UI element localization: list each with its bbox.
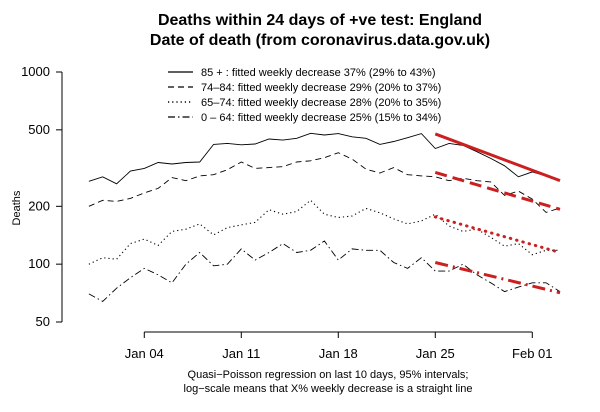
legend-entry-3: 65–74: fitted weekly decrease 28% (20% t… — [201, 97, 441, 109]
chart-subtitle: Date of death (from coronavirus.data.gov… — [150, 32, 490, 49]
series-line-3 — [88, 199, 560, 265]
y-tick-label: 500 — [28, 122, 50, 137]
plot-area: 50 100 200 500 1000 Jan 04 Jan 11 Jan 18 Jan 25 F… — [21, 64, 562, 361]
legend: 85 + : fitted weekly decrease 37% (29% t… — [168, 67, 441, 124]
fit-line-4 — [434, 261, 561, 295]
fit-line-3 — [433, 215, 562, 254]
series-line-1 — [88, 132, 561, 185]
series-line-4 — [88, 240, 561, 302]
legend-entry-4: 0 – 64: fitted weekly decrease 25% (15% … — [201, 112, 441, 124]
y-tick-label: 1000 — [21, 64, 50, 79]
y-tick-label: 50 — [36, 314, 50, 329]
y-tick-label: 100 — [28, 256, 50, 271]
legend-entry-1: 85 + : fitted weekly decrease 37% (29% t… — [201, 67, 436, 79]
y-axis-label: Deaths — [11, 190, 23, 225]
caption-line-2: log−scale means that X% weekly decrease … — [184, 383, 473, 395]
fit-line-1 — [434, 132, 561, 183]
x-tick-label: Feb 01 — [512, 346, 552, 361]
x-tick-label: Jan 18 — [319, 346, 358, 361]
x-tick-label: Jan 25 — [416, 346, 455, 361]
legend-entry-2: 74–84: fitted weekly decrease 29% (20% t… — [201, 82, 441, 94]
x-tick-label: Jan 11 — [222, 346, 260, 361]
y-tick-label: 200 — [28, 198, 50, 213]
x-tick-label: Jan 04 — [125, 346, 164, 361]
fit-line-2 — [434, 171, 561, 211]
caption-line-1: Quasi−Poisson regression on last 10 days… — [188, 369, 469, 381]
chart-title: Deaths within 24 days of +ve test: Engla… — [158, 12, 482, 29]
series-line-2 — [88, 152, 561, 213]
